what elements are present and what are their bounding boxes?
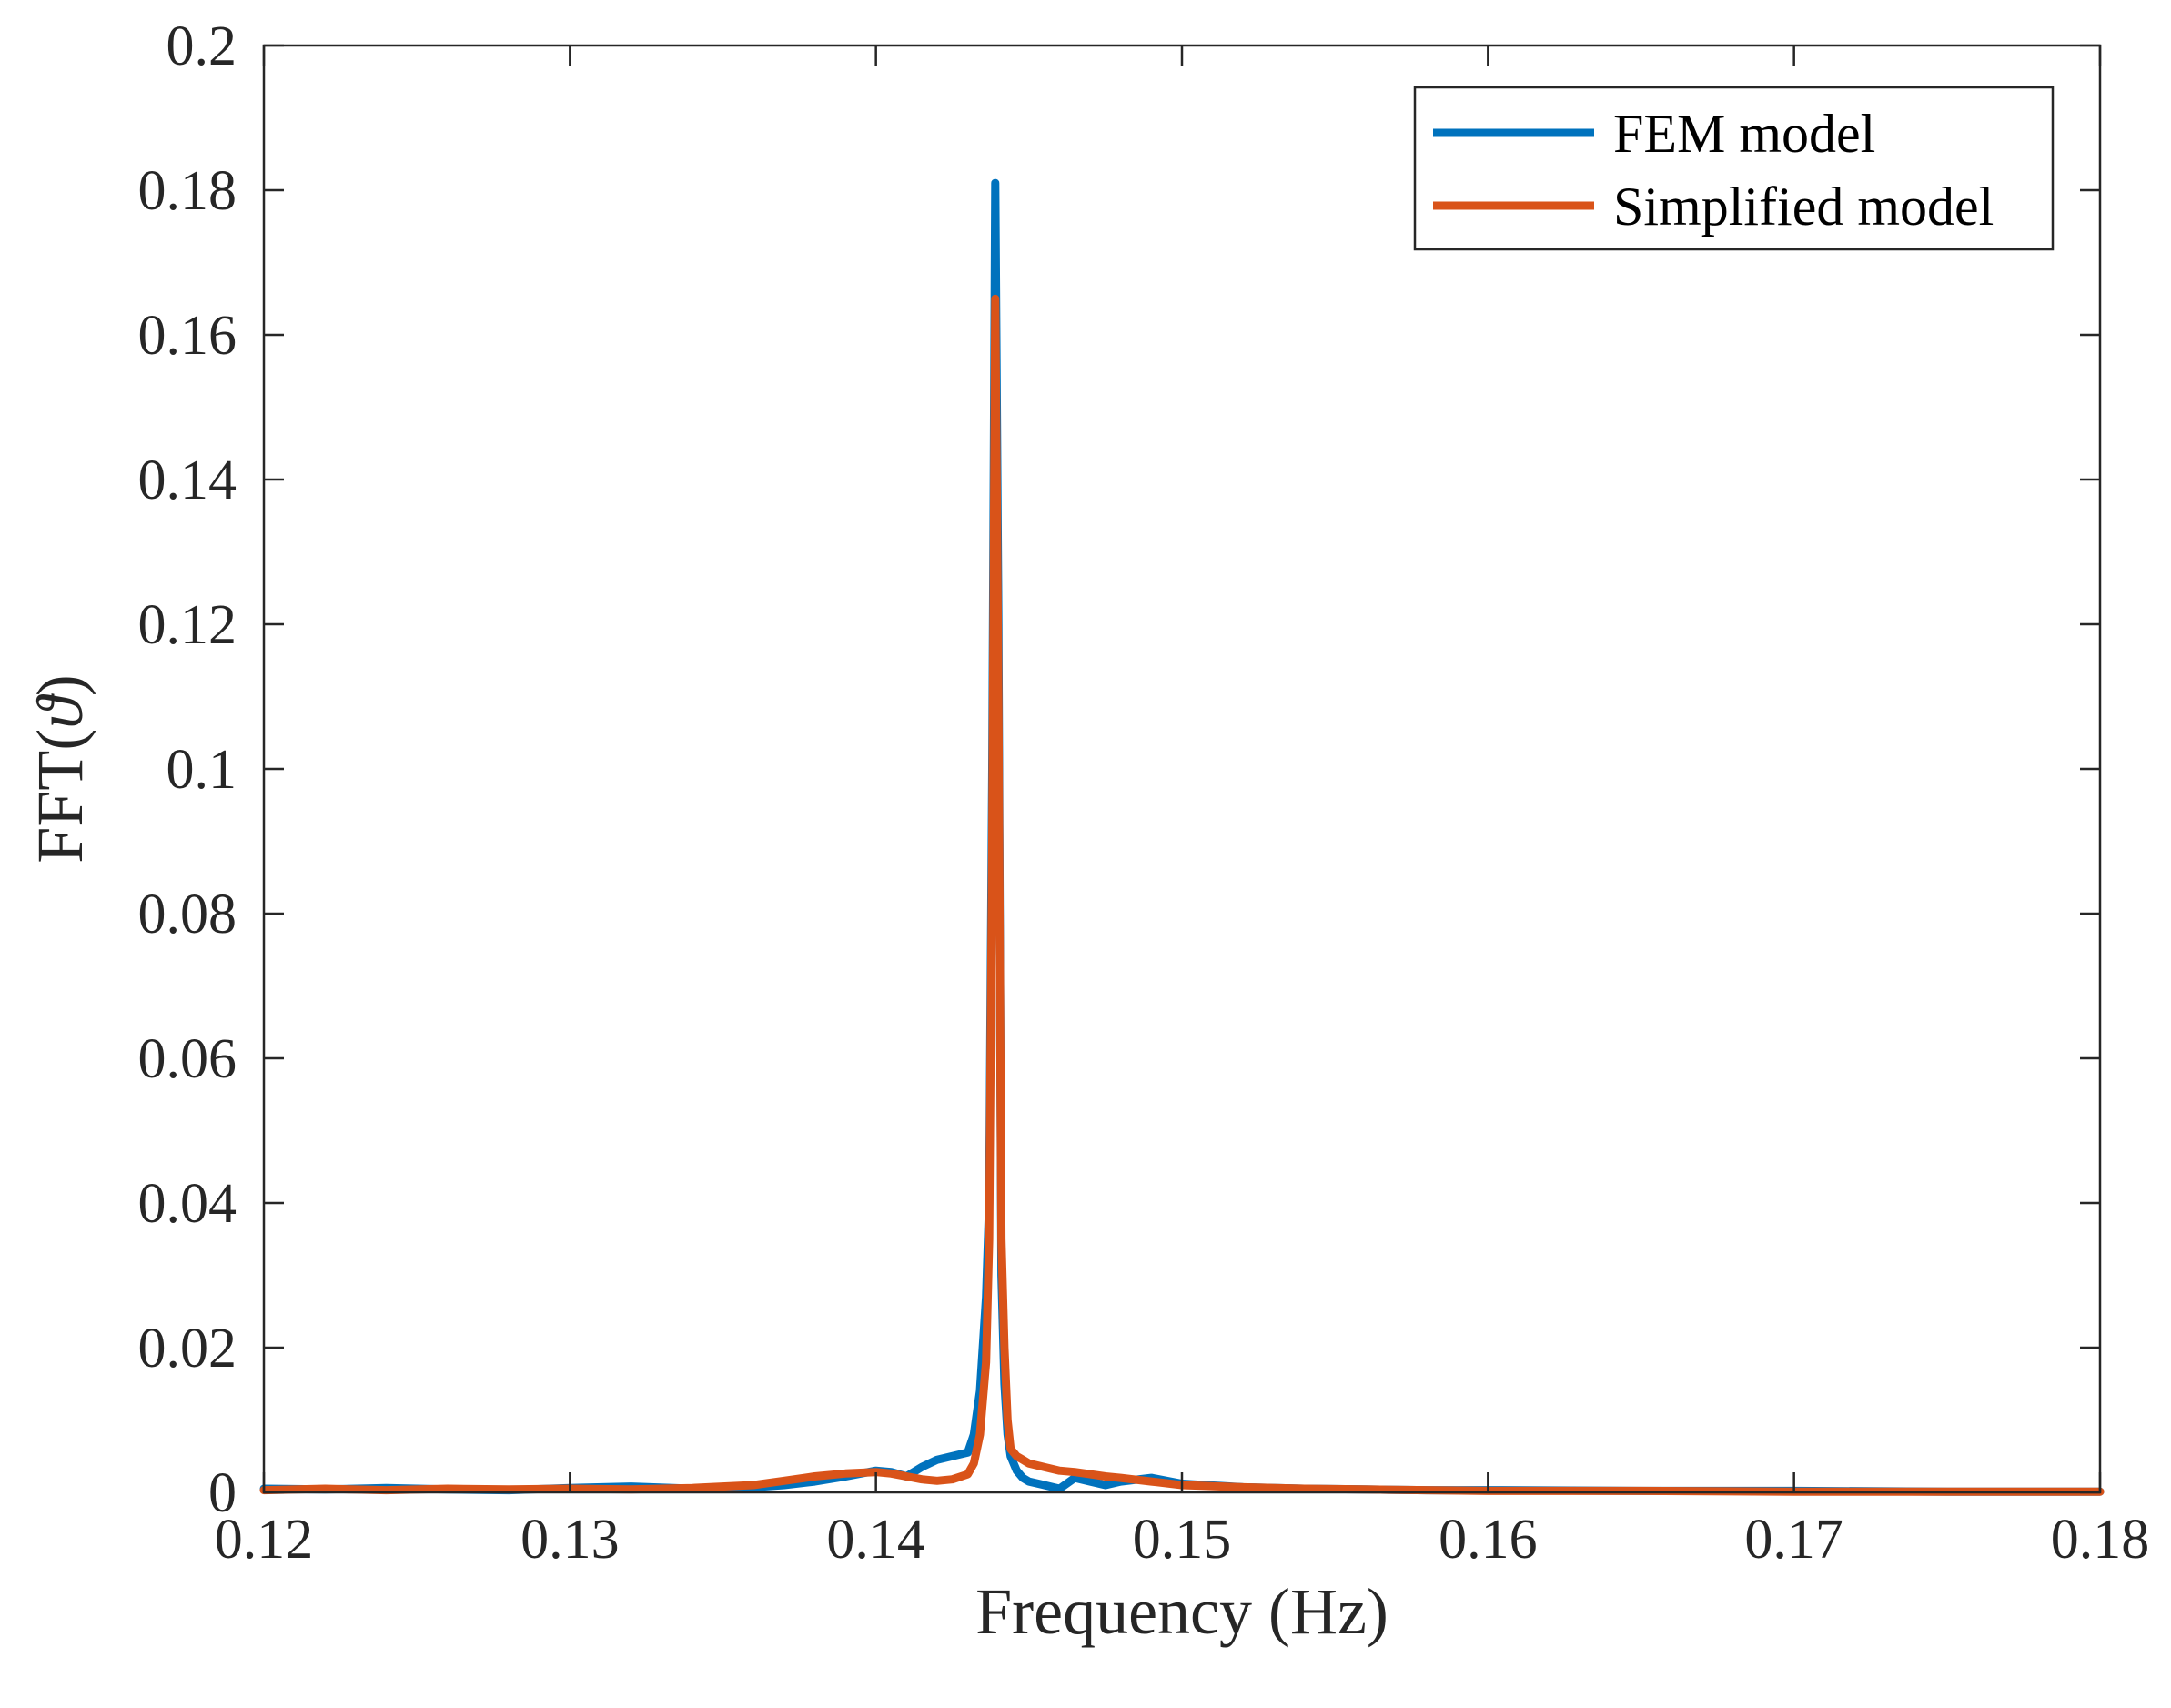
x-tick-label: 0.16 bbox=[1439, 1509, 1538, 1571]
y-axis: 0 0.02 0.04 0.06 0.08 0.1 0.12 0.14 0.16 0.18 0.2 bbox=[138, 15, 2100, 1524]
legend: FEM model Simplified model bbox=[1413, 86, 2055, 251]
legend-box bbox=[1413, 86, 2055, 251]
legend-label-fem-model: FEM model bbox=[1613, 104, 1875, 164]
y-axis-title-suffix: ) bbox=[24, 674, 96, 696]
series-line-simplified-model bbox=[259, 294, 2105, 1496]
series-layer bbox=[259, 178, 2105, 1496]
y-tick-label: 0.02 bbox=[138, 1318, 237, 1380]
y-tick-label: 0.08 bbox=[138, 884, 237, 945]
y-tick-label: 0 bbox=[208, 1462, 237, 1524]
x-tick-label: 0.15 bbox=[1133, 1509, 1232, 1571]
y-axis-title: FFT(ϑ) bbox=[24, 674, 96, 863]
x-tick-label: 0.17 bbox=[1744, 1509, 1843, 1571]
legend-label-simplified-model: Simplified model bbox=[1613, 177, 1994, 237]
plot-area bbox=[259, 44, 2105, 1496]
y-tick-label: 0.06 bbox=[138, 1028, 237, 1090]
y-tick-label: 0.16 bbox=[138, 305, 237, 367]
x-axis-title: Frequency (Hz) bbox=[975, 1575, 1388, 1648]
y-tick-label: 0.14 bbox=[138, 450, 237, 511]
x-tick-label: 0.14 bbox=[826, 1509, 925, 1571]
y-axis-title-prefix: FFT( bbox=[24, 729, 96, 864]
y-axis-title-symbol: ϑ bbox=[24, 693, 96, 729]
y-tick-label: 0.18 bbox=[138, 160, 237, 222]
x-tick-label: 0.12 bbox=[215, 1509, 314, 1571]
axes-background bbox=[264, 45, 2100, 1492]
x-axis: 0.12 0.13 0.14 0.15 0.16 0.17 0.18 bbox=[215, 45, 2150, 1571]
y-tick-label: 0.04 bbox=[138, 1173, 237, 1235]
x-tick-label: 0.18 bbox=[2051, 1509, 2150, 1571]
x-tick-label: 0.13 bbox=[520, 1509, 620, 1571]
y-tick-label: 0.2 bbox=[167, 15, 237, 77]
y-tick-label: 0.12 bbox=[138, 594, 237, 656]
y-tick-label: 0.1 bbox=[167, 739, 237, 801]
